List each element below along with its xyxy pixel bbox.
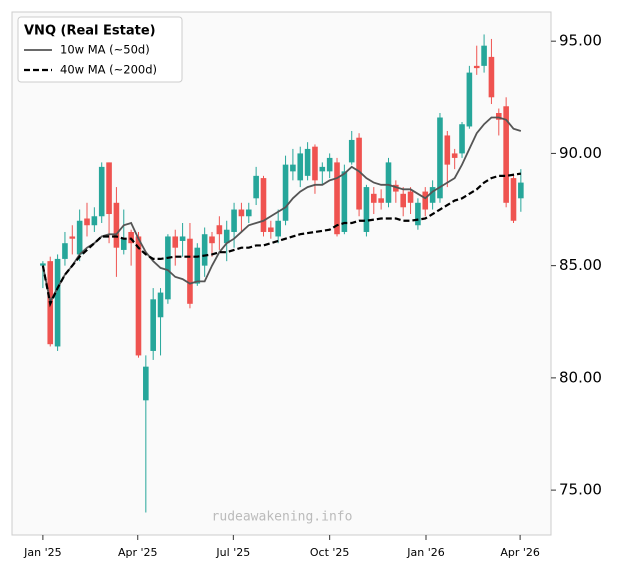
candle-body [363,187,370,232]
candle-body [238,209,245,217]
candle-body [172,236,179,248]
x-tick-label: Oct '25 [310,546,350,559]
candle-body [518,182,524,199]
candle-body [201,234,208,266]
candle-body [143,366,149,401]
candle-body [319,166,326,172]
candle-body [407,191,414,203]
candle-body [385,162,392,203]
candle-body [216,225,223,235]
candle-body [481,45,487,66]
candle-body [415,202,421,226]
candle-body [393,184,399,192]
y-tick-label: 90.00 [559,144,602,162]
candle-body [150,299,156,351]
candle-body [488,56,495,98]
candle-body [275,220,281,237]
candle-body [84,218,90,226]
candle-body [120,238,127,250]
candle-body [223,229,230,244]
candle-body [451,153,458,158]
candle-body [334,162,340,235]
legend-title: VNQ (Real Estate) [24,24,156,39]
x-tick-label: Apr '26 [500,546,540,559]
candle-body [253,175,259,199]
candle-body [194,247,201,284]
candle-body [459,124,465,154]
candle-body [341,171,348,232]
legend-label: 10w MA (~50d) [60,43,150,57]
plot-area [11,11,552,536]
y-tick-label: 80.00 [559,368,602,386]
candle-body [378,198,384,203]
candle-body [62,243,68,259]
candle-body [290,164,296,172]
candle-body [268,227,274,232]
ma-line [42,116,522,305]
y-tick-label: 85.00 [559,256,602,274]
candle-body [165,236,171,300]
candle-body [69,236,76,239]
legend-label: 40w MA (~200d) [60,63,157,77]
y-tick-label: 95.00 [559,32,602,50]
candle-body [91,216,98,226]
candle-body [157,292,164,318]
candle-body [187,238,193,304]
candle-body [40,263,46,266]
candle-body [473,65,480,69]
candle-body [128,231,134,244]
candle-body [356,137,362,210]
candle-body [495,113,502,120]
candle-body [260,178,267,232]
candle-body [54,258,61,347]
candle-body [245,209,252,217]
candle-body [348,139,355,163]
candle-body [429,187,436,203]
candle-body [179,236,186,241]
watermark: rudeawakening.info [212,510,353,525]
candle-body [209,236,215,244]
candle-body [400,193,406,208]
candle-body [282,164,289,221]
candle-body [444,135,451,165]
legend-box [17,16,183,83]
candle-body [370,193,377,203]
ma-line [41,172,522,308]
candle-body [422,191,429,210]
candle-body [231,209,237,232]
candle-body [304,148,311,176]
x-tick-label: Apr '25 [118,546,158,559]
candle-body [113,202,120,248]
candle-body [437,117,443,199]
x-tick-label: Jan '25 [23,546,61,559]
candle-body [466,72,473,127]
x-tick-label: Jan '26 [406,546,444,559]
x-tick-label: Jul '25 [215,546,250,559]
candle-body [106,162,112,215]
candle-body [510,178,517,221]
candle-body [326,157,333,172]
candle-body [135,236,142,356]
y-tick-label: 75.00 [559,481,602,499]
candle-body [312,146,318,181]
candle-body [503,106,509,203]
candle-body [98,166,105,217]
candle-body [76,220,83,255]
candle-body [297,153,304,181]
